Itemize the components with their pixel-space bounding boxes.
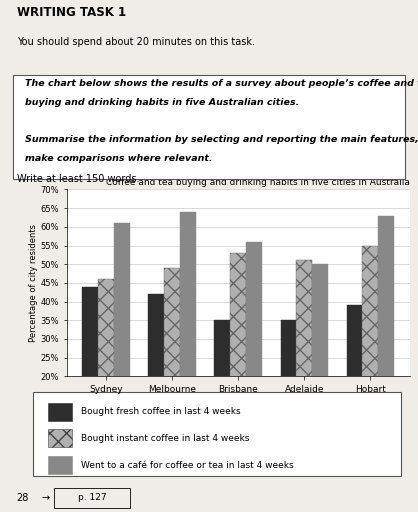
Bar bbox=[312, 264, 328, 451]
Bar bbox=[180, 212, 196, 451]
Bar bbox=[164, 268, 180, 451]
Bar bbox=[378, 216, 394, 451]
Bar bbox=[214, 321, 230, 451]
Text: Went to a café for coffee or tea in last 4 weeks: Went to a café for coffee or tea in last… bbox=[81, 461, 294, 470]
FancyBboxPatch shape bbox=[54, 488, 130, 508]
Text: →: → bbox=[42, 493, 50, 503]
Bar bbox=[280, 321, 296, 451]
Text: buying and drinking habits in five Australian cities.: buying and drinking habits in five Austr… bbox=[25, 98, 299, 107]
Bar bbox=[148, 294, 164, 451]
Bar bbox=[296, 261, 312, 451]
Y-axis label: Percentage of city residents: Percentage of city residents bbox=[29, 224, 38, 342]
Text: 28: 28 bbox=[17, 493, 29, 503]
Bar bbox=[230, 253, 246, 451]
Text: Coffee and tea buying and drinking habits in five cities in Australia: Coffee and tea buying and drinking habit… bbox=[106, 178, 410, 187]
Text: Summarise the information by selecting and reporting the main features, and: Summarise the information by selecting a… bbox=[25, 136, 418, 144]
Text: Bought instant coffee in last 4 weeks: Bought instant coffee in last 4 weeks bbox=[81, 434, 250, 443]
Bar bbox=[82, 287, 98, 451]
Text: You should spend about 20 minutes on this task.: You should spend about 20 minutes on thi… bbox=[17, 37, 255, 48]
Bar bbox=[246, 242, 262, 451]
Text: Bought fresh coffee in last 4 weeks: Bought fresh coffee in last 4 weeks bbox=[81, 408, 241, 416]
Bar bbox=[98, 279, 114, 451]
Text: Write at least 150 words.: Write at least 150 words. bbox=[17, 174, 139, 184]
FancyBboxPatch shape bbox=[33, 392, 401, 476]
Bar bbox=[347, 305, 362, 451]
Bar bbox=[48, 456, 72, 475]
Bar bbox=[114, 223, 130, 451]
Text: p. 127: p. 127 bbox=[78, 494, 106, 502]
Text: The chart below shows the results of a survey about people’s coffee and tea: The chart below shows the results of a s… bbox=[25, 79, 418, 89]
Text: make comparisons where relevant.: make comparisons where relevant. bbox=[25, 154, 213, 163]
Text: WRITING TASK 1: WRITING TASK 1 bbox=[17, 6, 126, 18]
Bar bbox=[362, 245, 378, 451]
FancyBboxPatch shape bbox=[13, 75, 405, 179]
Bar bbox=[48, 429, 72, 447]
Bar bbox=[48, 402, 72, 421]
